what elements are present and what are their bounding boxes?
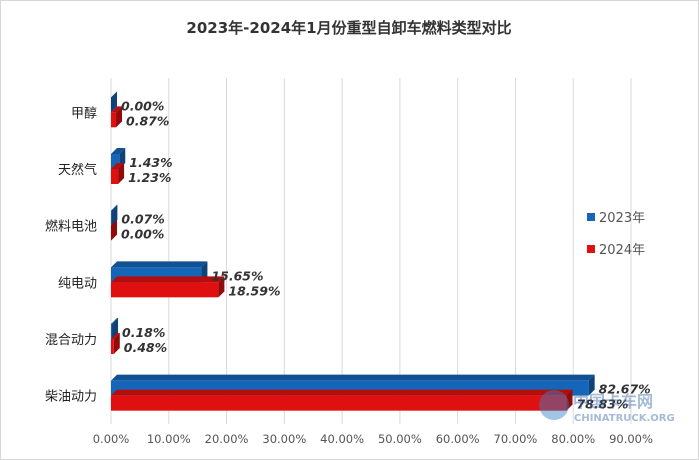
legend-swatch [587, 245, 595, 253]
x-axis-ticks: 0.00% 10.00% 20.00% 30.00% 40.00% 50.00% 60.00… [93, 432, 653, 446]
watermark: 中国卡车网 CHINATRUCK.ORG [539, 390, 675, 424]
x-tick-label: 80.00% [551, 432, 595, 446]
legend-entry[interactable]: 2023年 [599, 211, 645, 226]
bar-front-face [111, 324, 113, 339]
x-tick-label: 70.00% [494, 432, 538, 446]
bar-top-face [111, 374, 595, 381]
bar-2024 [111, 219, 117, 241]
legend[interactable]: 2023年 2024年 [587, 211, 645, 258]
bar-front-face [111, 112, 117, 128]
x-tick-label: 90.00% [609, 432, 653, 446]
grid-layer [110, 78, 632, 424]
bar-top-face [111, 261, 208, 268]
data-label: 0.00% [121, 98, 164, 113]
data-label: 0.48% [124, 340, 167, 355]
data-label: 0.18% [122, 325, 165, 340]
x-tick-label: 30.00% [262, 432, 306, 446]
bar-top-face [111, 318, 119, 324]
category-label: 天然气 [58, 162, 97, 178]
data-labels: 0.00%0.87%1.43%1.23%0.07%0.00%15.65%18.5… [121, 98, 651, 411]
data-label: 0.00% [121, 227, 164, 242]
category-label: 混合动力 [45, 333, 97, 348]
bar-2023 [111, 91, 117, 113]
bar-top-face [111, 204, 118, 211]
bar-2024 [111, 163, 125, 184]
data-label: 0.87% [126, 113, 169, 128]
category-label: 柴油动力 [45, 390, 97, 405]
data-label: 1.23% [128, 170, 171, 185]
data-label: 15.65% [211, 268, 263, 283]
bar-front-face [111, 154, 120, 169]
bar-front-face [111, 339, 114, 354]
bar-top-face [111, 333, 120, 339]
bar-side-face [111, 91, 117, 113]
x-tick-label: 60.00% [436, 432, 480, 446]
bar-2023 [111, 204, 118, 226]
chart-title: 2023年-2024年1月份重型自卸车燃料类型对比 [186, 19, 511, 37]
bar-side-face [111, 219, 117, 241]
bar-top-face [111, 389, 573, 396]
category-label: 甲醇 [71, 105, 97, 121]
watermark-logo-icon [539, 390, 569, 420]
bar-side-face [113, 333, 120, 354]
bars [111, 91, 595, 411]
bar-2024 [111, 106, 123, 128]
bar-2024 [111, 389, 573, 411]
bar-top-face [111, 148, 126, 154]
bar-side-face [116, 106, 123, 128]
bar-front-face [111, 282, 219, 298]
legend-swatch [587, 213, 595, 221]
x-tick-label: 10.00% [147, 432, 191, 446]
x-tick-label: 50.00% [378, 432, 422, 446]
x-tick-label: 40.00% [320, 432, 364, 446]
bar-side-face [111, 204, 118, 226]
data-label: 78.83% [576, 397, 628, 412]
bar-side-face [566, 389, 573, 411]
data-label: 0.07% [121, 212, 164, 227]
watermark-site-text: CHINATRUCK.ORG [574, 413, 675, 424]
legend-entry[interactable]: 2024年 [599, 243, 645, 258]
bar-side-face [218, 276, 225, 298]
data-label: 18.59% [228, 283, 280, 298]
bar-top-face [111, 106, 123, 113]
bar-side-face [118, 163, 125, 184]
data-label: 1.43% [129, 155, 172, 170]
bar-top-face [111, 163, 125, 169]
category-label: 纯电动 [58, 276, 97, 291]
x-tick-label: 0.00% [93, 432, 130, 446]
bar-2024 [111, 333, 120, 354]
bar-front-face [111, 169, 119, 184]
bar-front-face [111, 395, 567, 411]
bar-top-face [111, 276, 225, 283]
data-label: 82.67% [599, 382, 651, 397]
bar-side-face [588, 374, 595, 396]
watermark-logo-text: 中国卡车网 [573, 392, 653, 411]
category-label: 燃料电池 [45, 219, 97, 235]
bar-2024 [111, 276, 225, 298]
x-tick-label: 20.00% [205, 432, 249, 446]
